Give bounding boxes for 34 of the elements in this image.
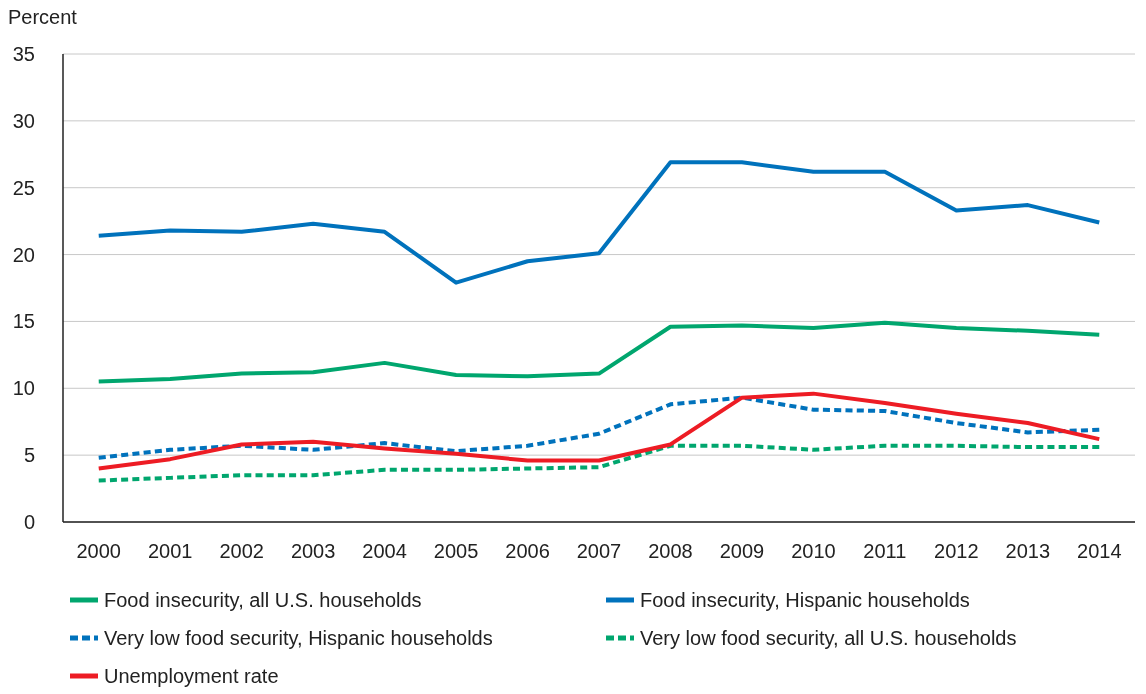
x-tick-label: 2010 bbox=[791, 540, 836, 562]
y-tick-label: 25 bbox=[12, 176, 35, 199]
line-series bbox=[96, 395, 1102, 460]
x-tick-label: 2011 bbox=[863, 540, 907, 562]
x-tick-label: 2013 bbox=[1005, 540, 1051, 562]
y-tick-label: 15 bbox=[12, 310, 35, 333]
legend-label: Food insecurity, Hispanic households bbox=[640, 589, 970, 611]
x-tick-label: 2002 bbox=[219, 540, 264, 562]
x-tick-label: 2005 bbox=[433, 540, 479, 562]
line-series bbox=[96, 160, 1102, 285]
x-tick-label: 2012 bbox=[934, 540, 979, 562]
line-series bbox=[96, 320, 1102, 384]
legend-label: Very low food security, all U.S. households bbox=[640, 627, 1017, 649]
legend-label: Very low food security, Hispanic households bbox=[104, 627, 493, 649]
x-tick-label: 2009 bbox=[719, 540, 765, 562]
line-series bbox=[96, 391, 1102, 471]
x-tick-label: 2014 bbox=[1077, 540, 1122, 562]
x-tick-label: 2000 bbox=[76, 540, 121, 562]
x-tick-label: 2004 bbox=[362, 540, 407, 562]
y-tick-label: 0 bbox=[23, 511, 35, 533]
x-tick-label: 2006 bbox=[505, 540, 550, 562]
y-tick-label: 20 bbox=[12, 243, 35, 266]
y-tick-label: 30 bbox=[12, 109, 35, 132]
x-tick-label: 2001 bbox=[147, 540, 193, 562]
legend-label: Food insecurity, all U.S. households bbox=[104, 589, 422, 611]
y-tick-label: 10 bbox=[12, 377, 35, 400]
y-tick-label: 35 bbox=[12, 43, 35, 65]
line-series bbox=[96, 443, 1102, 483]
y-tick-label: 5 bbox=[23, 444, 35, 467]
y-axis-title: Percent bbox=[8, 6, 78, 28]
x-tick-label: 2007 bbox=[576, 540, 622, 562]
x-tick-label: 2003 bbox=[290, 540, 336, 562]
x-tick-label: 2008 bbox=[648, 540, 693, 562]
legend-label: Unemployment rate bbox=[104, 665, 279, 687]
